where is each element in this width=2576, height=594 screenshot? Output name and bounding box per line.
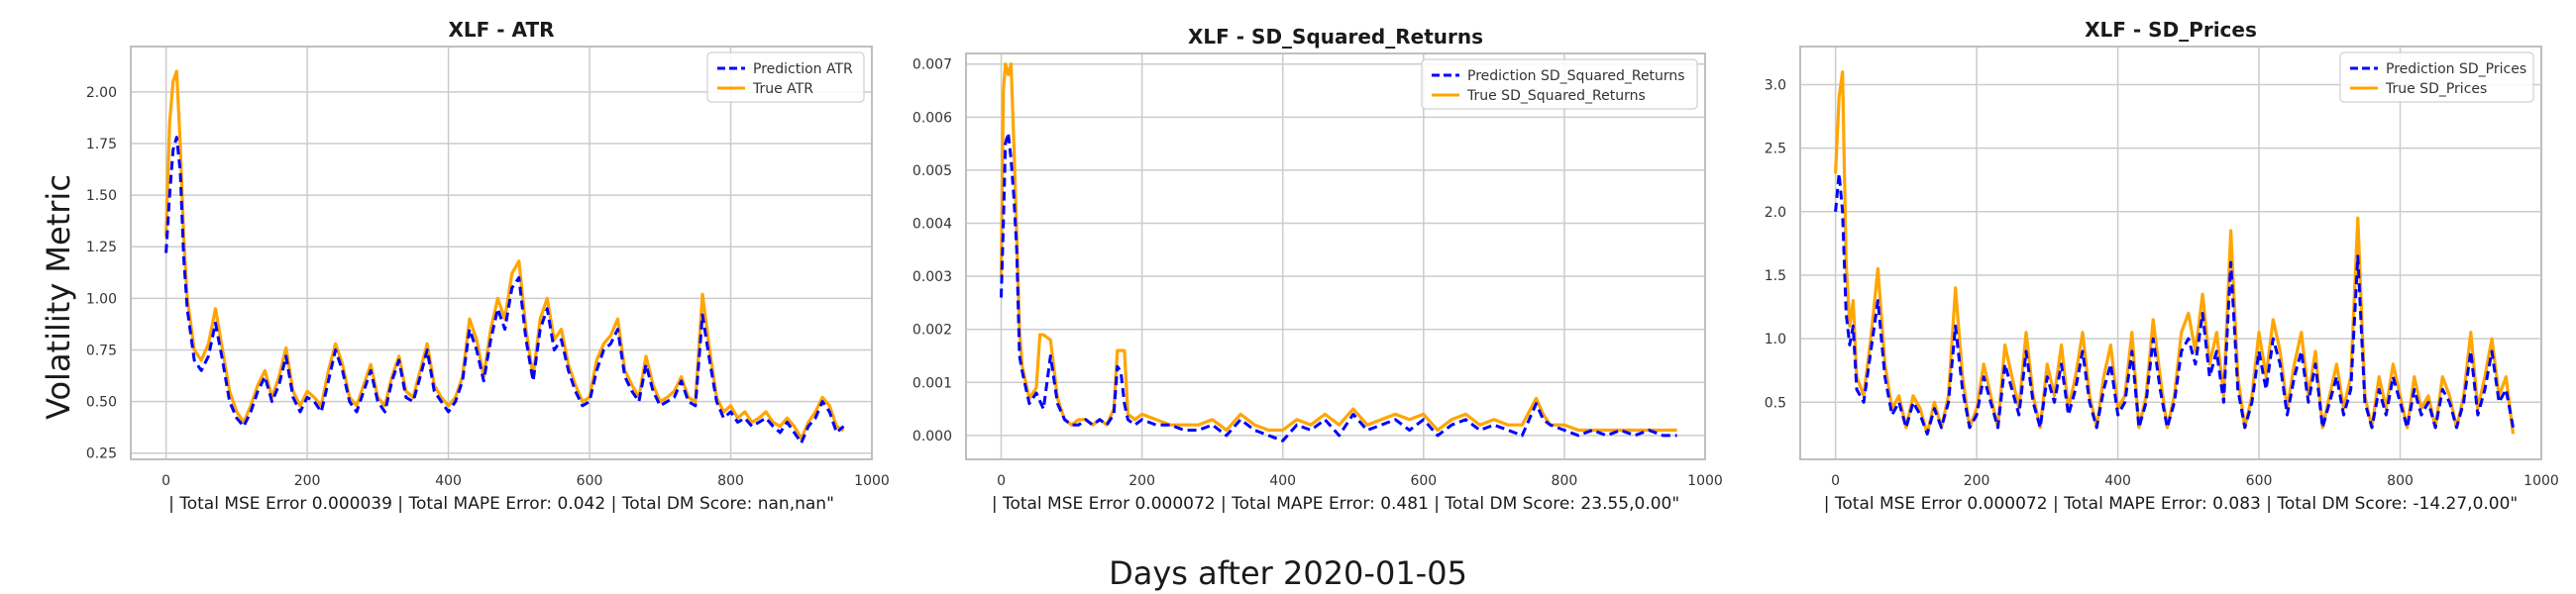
chart-panel-3: 0 200 400 600 800 1000 0.5 1.0 1.5 2.0 2.5 3.0 XLF -… xyxy=(1765,18,2559,514)
prediction-line xyxy=(1000,131,1677,443)
y-tick-label: 0.005 xyxy=(912,163,952,179)
x-tick-label: 200 xyxy=(1128,473,1155,489)
y-tick-label: 1.75 xyxy=(86,137,117,152)
chart-title: XLF - SD_Squared_Returns xyxy=(1188,25,1483,49)
legend: Prediction ATR True ATR xyxy=(706,51,865,103)
y-tick-label: 1.25 xyxy=(86,240,117,255)
legend: Prediction SD_Prices True SD_Prices xyxy=(2339,51,2534,103)
x-tick-label: 400 xyxy=(1269,473,1296,489)
legend-entry: True SD_Prices xyxy=(2385,81,2487,97)
x-tick-label: 800 xyxy=(2387,473,2414,489)
x-tick-label: 800 xyxy=(1552,473,1578,489)
x-tick-label: 1000 xyxy=(1687,473,1723,489)
plot-area xyxy=(131,47,872,459)
figure-ylabel: Volatility Metric xyxy=(40,174,77,420)
x-tick-label: 600 xyxy=(2246,473,2273,489)
chart-panel-1: 0 200 400 600 800 1000 0.25 0.50 0.75 1.00 1.25 1.5… xyxy=(86,18,890,514)
x-tick-label: 600 xyxy=(1410,473,1437,489)
x-tick-label: 800 xyxy=(717,473,744,489)
plot-area xyxy=(966,53,1705,459)
figure-xlabel: Days after 2020-01-05 xyxy=(1109,554,1467,592)
y-tick-label: 0.75 xyxy=(86,343,117,358)
x-tick-label: 200 xyxy=(1964,473,1990,489)
x-tick-label: 0 xyxy=(161,473,170,489)
y-tick-label: 0.003 xyxy=(912,269,952,285)
legend-box xyxy=(1421,58,1698,110)
y-tick-label: 0.25 xyxy=(86,446,117,462)
y-tick-label: 2.5 xyxy=(1765,142,1786,157)
x-tick-label: 0 xyxy=(997,473,1006,489)
y-tick-label: 1.50 xyxy=(86,188,117,204)
y-tick-label: 0.000 xyxy=(912,429,952,445)
y-tick-label: 0.006 xyxy=(912,110,952,126)
y-tick-label: 1.5 xyxy=(1765,268,1786,284)
x-axis-label: | Total MSE Error 0.000072 | Total MAPE … xyxy=(1824,494,2519,514)
chart-grid: 0 200 400 600 800 10000.250.500.751.001.251.5… xyxy=(86,18,2559,514)
true-line xyxy=(999,62,1677,433)
y-tick-label: 0.50 xyxy=(86,395,117,411)
y-tick-label: 0.007 xyxy=(912,57,952,73)
legend-entry: True ATR xyxy=(752,81,813,97)
legend-entry: Prediction SD_Squared_Returns xyxy=(1467,68,1685,84)
y-tick-label: 0.004 xyxy=(912,217,952,233)
legend-box xyxy=(2339,51,2534,103)
x-tick-label: 0 xyxy=(1831,473,1840,489)
legend-box xyxy=(706,51,865,103)
plot-frame xyxy=(965,52,1706,460)
legend: Prediction SD_Squared_Returns True SD_Squ… xyxy=(1421,58,1698,110)
x-tick-label: 400 xyxy=(435,473,462,489)
prediction-line xyxy=(164,136,845,445)
y-tick-label: 0.002 xyxy=(912,323,952,339)
true-line xyxy=(164,69,845,441)
y-tick-label: 2.00 xyxy=(86,85,117,101)
legend-entry: Prediction SD_Prices xyxy=(2386,61,2526,77)
y-tick-label: 0.001 xyxy=(912,375,952,391)
x-tick-label: 1000 xyxy=(854,473,890,489)
x-axis-label: | Total MSE Error 0.000039 | Total MAPE … xyxy=(168,494,834,514)
x-axis-label: | Total MSE Error 0.000072 | Total MAPE … xyxy=(992,494,1679,514)
prediction-line xyxy=(1834,171,2515,436)
y-tick-label: 3.0 xyxy=(1765,77,1786,93)
y-tick-label: 0.5 xyxy=(1765,395,1786,411)
plot-frame xyxy=(1799,46,2542,460)
chart-title: XLF - SD_Prices xyxy=(2085,18,2257,42)
x-tick-label: 1000 xyxy=(2523,473,2559,489)
chart-title: XLF - ATR xyxy=(448,18,554,42)
y-tick-label: 1.00 xyxy=(86,291,117,307)
x-tick-label: 600 xyxy=(577,473,603,489)
x-tick-label: 200 xyxy=(294,473,321,489)
chart-panel-2: 0 200 400 600 800 1000 0.000 0.001 0.002 0.003 0.0… xyxy=(912,25,1723,514)
y-tick-label: 2.0 xyxy=(1765,205,1786,221)
legend-entry: True SD_Squared_Returns xyxy=(1466,88,1646,104)
legend-entry: Prediction ATR xyxy=(753,61,853,77)
y-tick-label: 1.0 xyxy=(1765,332,1786,347)
plot-frame xyxy=(130,46,873,460)
x-tick-label: 400 xyxy=(2104,473,2131,489)
